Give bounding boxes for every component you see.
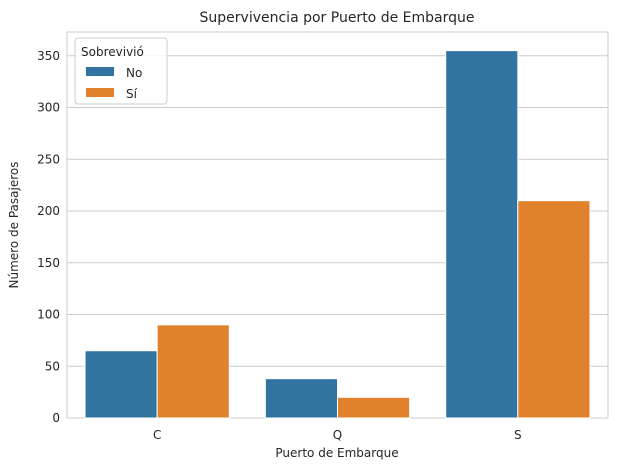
legend-swatch-no [86,67,114,76]
legend-label-si: Sí [126,87,138,101]
y-tick-label: 50 [45,359,60,373]
chart-title: Supervivencia por Puerto de Embarque [200,10,475,26]
x-axis-label: Puerto de Embarque [275,446,398,460]
legend-box [74,37,168,105]
bar-q-si [337,396,411,419]
bar-c-si [156,324,230,419]
y-tick-label: 350 [37,49,60,63]
legend: Sobrevivió No Sí [74,37,168,105]
x-tick-label: Q [333,428,342,442]
y-tick-label: 150 [37,256,60,270]
x-tick-label: C [153,428,161,442]
y-tick-label: 0 [52,411,60,425]
legend-label-no: No [126,66,142,80]
y-tick-label: 250 [37,152,60,166]
bar-q-no [264,378,338,419]
legend-swatch-si [86,88,114,97]
y-axis-ticks: 0 50 100 150 200 250 300 350 [37,49,60,425]
bar-s-no [445,50,519,419]
bar-c-no [84,350,158,419]
y-tick-label: 200 [37,204,60,218]
legend-title: Sobrevivió [81,45,144,59]
y-tick-label: 100 [37,308,60,322]
bar-s-si [517,200,591,419]
x-tick-label: S [514,428,522,442]
y-axis-label: Número de Pasajeros [7,162,21,289]
bars [84,50,591,419]
y-tick-label: 300 [37,101,60,115]
